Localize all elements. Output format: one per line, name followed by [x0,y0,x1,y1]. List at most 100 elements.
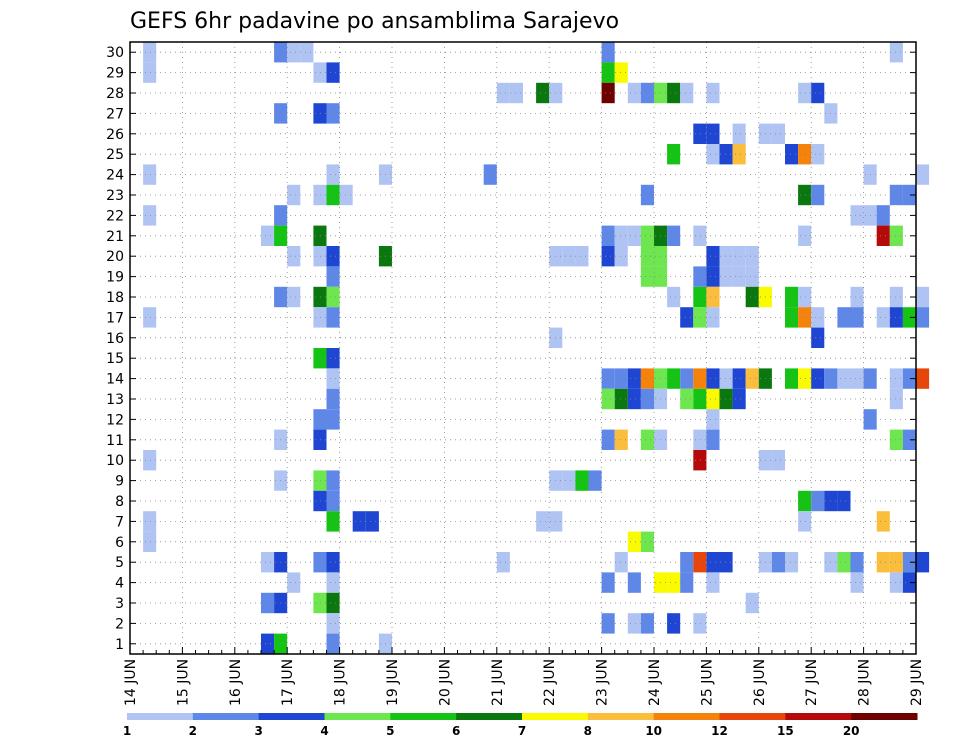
heatmap-cell [706,246,720,267]
heatmap-cell [719,246,733,267]
heatmap-cell [876,307,890,328]
heatmap-cell [693,307,707,328]
heatmap-cell [889,225,903,246]
heatmap-cell [693,613,707,634]
heatmap-cell [667,286,681,308]
heatmap-cell [732,388,746,410]
heatmap-cell [313,286,327,308]
heatmap-cell [313,246,327,267]
legend-swatch [785,713,852,720]
legend-label: 12 [711,724,728,738]
heatmap-cell [614,368,628,389]
x-tick-label: 22 JUN [542,659,558,706]
heatmap-cell [326,470,340,491]
chart-title: GEFS 6hr padavine po ansamblima Sarajevo [130,9,619,34]
heatmap-cell [326,409,340,430]
y-tick-label: 4 [115,576,124,592]
heatmap-cell [667,613,681,634]
heatmap-cell [313,184,327,206]
heatmap-cell [313,429,327,450]
heatmap-cell [313,409,327,430]
y-tick-label: 21 [106,229,124,245]
heatmap-cell [287,184,301,206]
heatmap-cell [798,225,812,246]
heatmap-cell [614,429,628,450]
legend-label: 2 [189,724,197,738]
heatmap-cell [627,82,641,104]
y-tick-label: 11 [106,433,124,449]
heatmap-cell [313,103,327,124]
heatmap-cell [693,266,707,287]
heatmap-cell [536,82,550,104]
x-tick-label: 29 JUN [909,659,925,706]
heatmap-cell [261,633,275,654]
heatmap-cell [601,225,615,246]
heatmap-cell [640,82,654,104]
heatmap-cell [850,307,864,328]
heatmap-cell [680,307,694,328]
heatmap-cell [680,572,694,593]
heatmap-cell [575,246,589,267]
heatmap-cell [719,552,733,573]
legend-label: 3 [254,724,262,738]
y-tick-label: 2 [115,616,124,632]
heatmap-cell [732,123,746,144]
heatmap-cell [614,388,628,410]
legend-swatch [653,713,720,720]
heatmap-cell [667,82,681,104]
heatmap-cell [326,633,340,654]
heatmap-cell [785,307,799,328]
heatmap-cell [850,205,864,226]
heatmap-cell [706,388,720,410]
heatmap-cell [745,246,759,267]
heatmap-cell [693,286,707,308]
heatmap-cell [785,552,799,573]
y-tick-label: 24 [106,168,124,184]
legend-label: 5 [386,724,394,738]
x-tick-label: 20 JUN [437,659,453,706]
y-tick-label: 18 [106,290,124,306]
heatmap-cell [601,246,615,267]
heatmap-cell [902,429,916,450]
colorbar-legend: 1 2 3 4 5 6 7 8 10 12 15 20 [123,713,918,738]
x-tick-label: 26 JUN [752,659,768,706]
heatmap-cell [889,552,903,573]
x-tick-label: 19 JUN [385,659,401,706]
heatmap-cell [693,388,707,410]
legend-label: 4 [320,724,328,738]
heatmap-cell [614,246,628,267]
legend-swatch [127,713,194,720]
heatmap-cell [745,368,759,389]
heatmap-cell [771,552,785,573]
heatmap-cell [706,286,720,308]
heatmap-cell [496,552,510,573]
heatmap-cell [562,246,576,267]
heatmap-cell [876,225,890,246]
heatmap-cell [339,184,353,206]
heatmap-cell [798,511,812,532]
heatmap-cell [313,348,327,369]
heatmap-cell [614,552,628,573]
y-tick-label: 26 [106,127,124,143]
heatmap-cell [745,266,759,287]
heatmap-cell [706,82,720,104]
heatmap-cell [798,286,812,308]
heatmap-cell [771,123,785,144]
y-tick-label: 17 [106,310,124,326]
heatmap-cell [719,388,733,410]
heatmap-cell [326,62,340,83]
heatmap-cell [640,368,654,389]
heatmap-cell [902,368,916,389]
heatmap-cell [811,307,825,328]
heatmap-cell [811,490,825,512]
heatmap-cell [798,144,812,165]
y-tick-label: 3 [115,596,124,612]
heatmap-cell [732,266,746,287]
heatmap-cell [143,62,157,83]
y-tick-label: 25 [106,147,124,163]
y-tick-label: 9 [115,474,124,490]
heatmap-cell [706,429,720,450]
heatmap-cell [627,613,641,634]
heatmap-cell [326,572,340,593]
